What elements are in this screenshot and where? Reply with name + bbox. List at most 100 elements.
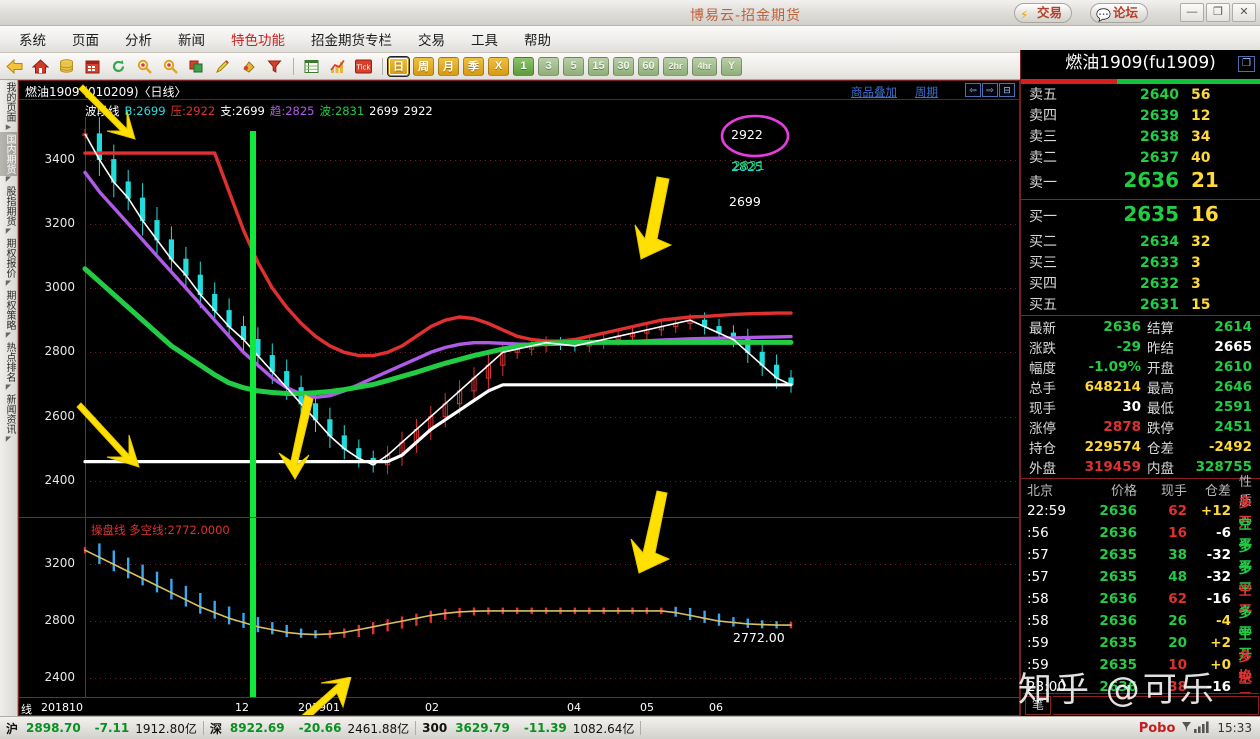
orderbook-row-ask-2[interactable]: 卖四 2639 12 xyxy=(1021,105,1260,126)
period-button-2hr[interactable]: 2hr xyxy=(663,56,688,76)
period-button-week[interactable]: 周 xyxy=(413,56,434,76)
period-link[interactable]: 周期 xyxy=(915,85,938,99)
chart-container[interactable]: 燃油1909 (010209)〈日线〉 商品叠加 周期 ⇦ ⇨ ⊟ 波段线 B:2… xyxy=(18,80,1020,716)
scroll-left-icon[interactable]: ⇦ xyxy=(965,83,981,97)
sub-indicator-pane[interactable]: 2400 2800 3200 操盘线 多空线:2772.0000 2772.00 xyxy=(19,517,1019,698)
table-icon[interactable] xyxy=(299,55,324,78)
tick-icon[interactable]: Tick xyxy=(351,55,376,78)
stat-value-left: -29 xyxy=(1116,339,1141,355)
stat-value-right: 2610 xyxy=(1214,359,1252,375)
period-button-4hr[interactable]: 4hr xyxy=(692,56,717,76)
chart-nav-buttons: ⇦ ⇨ ⊟ xyxy=(965,83,1015,97)
database-icon[interactable] xyxy=(54,55,79,78)
sidebar-item-index-futures[interactable]: 股指期货 xyxy=(4,186,15,226)
sidebar-item-my-page[interactable]: 我的页面 xyxy=(4,82,15,122)
menu-item-system[interactable]: 系统 xyxy=(19,33,46,49)
refresh-icon[interactable] xyxy=(106,55,131,78)
orderbook-row-ask-5[interactable]: 卖一 2636 21 xyxy=(1021,168,1260,197)
sidebar-item-option-strategy[interactable]: 期权策略 xyxy=(4,290,15,330)
sidebar-item-option-quotes[interactable]: 期权报价 xyxy=(4,238,15,278)
orderbook-row-bid-4[interactable]: 买四 2632 3 xyxy=(1021,273,1260,294)
tick-price: 2635 xyxy=(1099,657,1137,673)
zoom-in-icon[interactable] xyxy=(132,55,157,78)
app-title: 博易云-招金期货 xyxy=(690,8,802,24)
menu-item-help[interactable]: 帮助 xyxy=(524,33,551,49)
paint-icon[interactable] xyxy=(236,55,261,78)
back-arrow-icon[interactable] xyxy=(2,55,27,78)
tick-price: 2636 xyxy=(1099,679,1137,695)
pencil-icon[interactable] xyxy=(210,55,235,78)
xtick-3: 02 xyxy=(425,701,439,714)
tick-table-body[interactable]: 22:59 2636 62 +12 多开:56 2636 16 -6 空平:57 2635 38 -3… xyxy=(1021,495,1260,707)
home-icon[interactable] xyxy=(28,55,53,78)
period-button-5min[interactable]: 5 xyxy=(563,56,584,76)
orderbook-row-bid-1[interactable]: 买一 2635 16 xyxy=(1021,202,1260,231)
tab-rest-area[interactable] xyxy=(1053,696,1259,715)
fit-chart-icon[interactable]: ⊟ xyxy=(999,83,1015,97)
period-button-15min[interactable]: 15 xyxy=(588,56,609,76)
menu-item-page[interactable]: 页面 xyxy=(72,33,99,49)
period-button-month[interactable]: 月 xyxy=(438,56,459,76)
menu-item-analysis[interactable]: 分析 xyxy=(125,33,152,49)
tick-row[interactable]: :58 2636 62 -16 空平 xyxy=(1021,583,1260,619)
tick-oi: +2 xyxy=(1210,635,1231,651)
overlay-link[interactable]: 商品叠加 xyxy=(851,85,897,99)
line-chart-icon[interactable] xyxy=(325,55,350,78)
menu-item-features[interactable]: 特色功能 xyxy=(231,33,285,49)
menu-item-zhaojin-column[interactable]: 招金期货专栏 xyxy=(311,33,392,49)
sidebar-item-domestic-futures[interactable]: 国内期货 xyxy=(0,132,18,176)
y-tick-1: 2600 xyxy=(44,408,75,423)
period-button-custom[interactable]: X xyxy=(488,56,509,76)
sidebar-item-news[interactable]: 新闻资讯 xyxy=(4,394,15,434)
tick-volume: 48 xyxy=(1168,569,1187,585)
xtick-1: 12 xyxy=(235,701,249,714)
orderbook-row-ask-3[interactable]: 卖三 2638 34 xyxy=(1021,126,1260,147)
period-button-quarter[interactable]: 季 xyxy=(463,56,484,76)
tick-row[interactable]: :59 2635 10 +0 多换 xyxy=(1021,649,1260,685)
tick-row[interactable]: :56 2636 16 -6 空平 xyxy=(1021,517,1260,553)
calendar-icon[interactable] xyxy=(80,55,105,78)
market-sh-change: -7.11 xyxy=(94,721,130,735)
sidebar-item-hot-ranking[interactable]: 热点排名 xyxy=(4,342,15,382)
filter-icon[interactable] xyxy=(262,55,287,78)
menu-item-tools[interactable]: 工具 xyxy=(471,33,498,49)
stat-label-right: 最高 xyxy=(1147,381,1174,397)
trade-button[interactable]: ⚡ 交易 xyxy=(1014,3,1073,23)
orderbook-row-ask-4[interactable]: 卖二 2637 40 xyxy=(1021,147,1260,168)
minimize-button[interactable]: — xyxy=(1180,3,1204,22)
tick-col-price: 价格 xyxy=(1110,484,1137,499)
layers-icon[interactable] xyxy=(184,55,209,78)
orderbook-row-ask-1[interactable]: 卖五 2640 56 xyxy=(1021,84,1260,105)
indicator-b: B:2699 xyxy=(124,104,166,118)
tick-row[interactable]: :58 2636 26 -4 多平 xyxy=(1021,605,1260,641)
orderbook-row-bid-3[interactable]: 买三 2633 3 xyxy=(1021,252,1260,273)
tick-row[interactable]: :57 2635 38 -32 多平 xyxy=(1021,539,1260,575)
tick-row[interactable]: :59 2635 20 +2 空开 xyxy=(1021,627,1260,663)
period-button-3min[interactable]: 3 xyxy=(538,56,559,76)
tick-volume: 26 xyxy=(1168,613,1187,629)
close-button[interactable]: ✕ xyxy=(1232,3,1256,22)
tick-row[interactable]: :57 2635 48 -32 多平 xyxy=(1021,561,1260,597)
menu-item-news[interactable]: 新闻 xyxy=(178,33,205,49)
orderbook-row-bid-5[interactable]: 买五 2631 15 xyxy=(1021,294,1260,315)
tick-row[interactable]: 22:59 2636 62 +12 多开 xyxy=(1021,495,1260,531)
period-button-1min[interactable]: 1 xyxy=(513,56,534,76)
y-tick-4: 3200 xyxy=(44,215,75,230)
period-button-day[interactable]: 日 xyxy=(387,55,410,77)
zoom-out-icon[interactable] xyxy=(158,55,183,78)
panel-restore-icon[interactable]: ❐ xyxy=(1238,56,1255,72)
tab-ticks[interactable]: 笔 xyxy=(1025,696,1051,715)
period-button-year[interactable]: Y xyxy=(721,56,742,76)
main-price-pane[interactable]: 2400 2600 2800 3000 3200 3400 2922 2825 2831 … xyxy=(19,114,1019,517)
tick-price: 2636 xyxy=(1099,591,1137,607)
menu-item-trade[interactable]: 交易 xyxy=(418,33,445,49)
toolbar-separator xyxy=(293,57,294,75)
period-button-60min[interactable]: 60 xyxy=(638,56,659,76)
orderbook-row-bid-2[interactable]: 买二 2634 32 xyxy=(1021,231,1260,252)
forum-button[interactable]: 💬 论坛 xyxy=(1090,3,1149,23)
brand-label: Pobo xyxy=(1138,720,1176,736)
period-button-30min[interactable]: 30 xyxy=(613,56,634,76)
y-tick-2: 2800 xyxy=(44,344,75,359)
scroll-right-icon[interactable]: ⇨ xyxy=(982,83,998,97)
maximize-button[interactable]: ❐ xyxy=(1206,3,1230,22)
